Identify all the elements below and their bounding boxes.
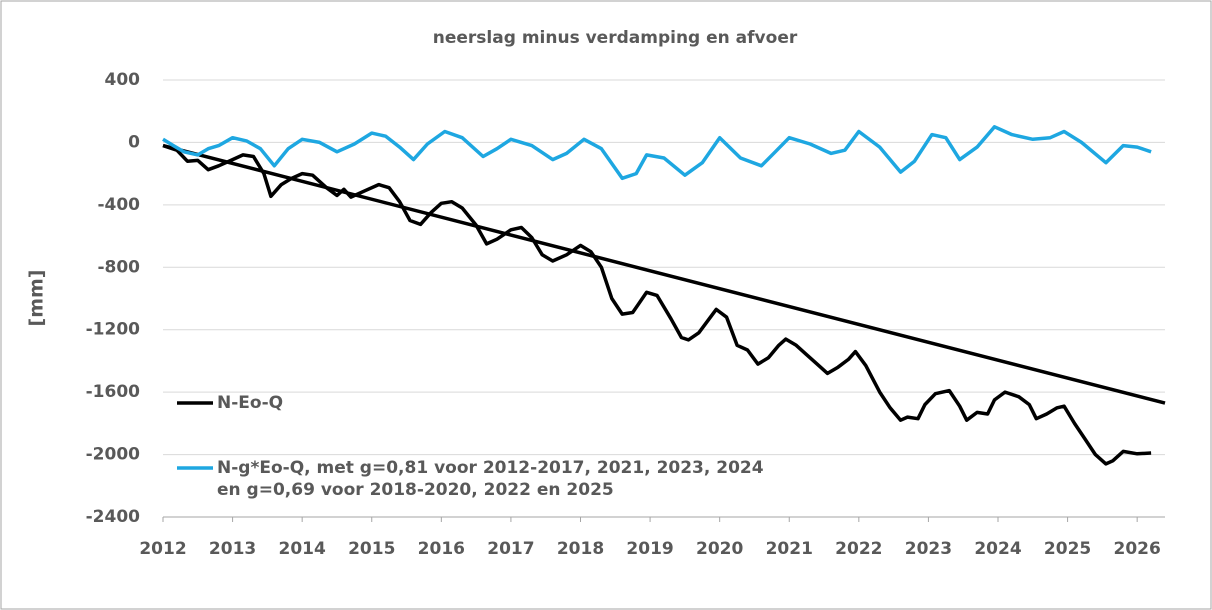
x-tick-label: 2024 [974,539,1021,559]
x-tick-label: 2018 [557,539,604,559]
legend-label: N-Eo-Q [217,393,284,413]
x-tick-label: 2012 [139,539,186,559]
y-tick-label: -2000 [86,445,141,465]
y-tick-label: 0 [128,132,140,152]
x-tick-label: 2013 [209,539,256,559]
x-tick-label: 2014 [279,539,326,559]
y-tick-label: -400 [97,195,140,215]
y-tick-label: -1600 [86,382,141,402]
y-axis-label: [mm] [26,270,48,327]
y-tick-label: -800 [97,257,140,277]
legend-label: N-g*Eo-Q, met g=0,81 voor 2012-2017, 202… [217,458,764,500]
data-line [162,125,1152,181]
x-tick-label: 2016 [418,539,465,559]
x-tick-label: 2022 [835,539,882,559]
x-tick-label: 2025 [1044,539,1091,559]
chart-title: neerslag minus verdamping en afvoer [433,28,798,48]
x-tick-label: 2019 [626,539,673,559]
x-tick-label: 2020 [696,539,743,559]
x-tick-label: 2026 [1114,539,1161,559]
x-tick-label: 2017 [487,539,534,559]
data-line [162,143,1152,466]
x-tick-label: 2015 [348,539,395,559]
y-tick-label: -1200 [86,320,141,340]
y-tick-label: -2400 [86,507,141,527]
x-tick-label: 2023 [905,539,952,559]
x-tick-label: 2021 [766,539,813,559]
y-tick-label: 400 [105,70,141,90]
